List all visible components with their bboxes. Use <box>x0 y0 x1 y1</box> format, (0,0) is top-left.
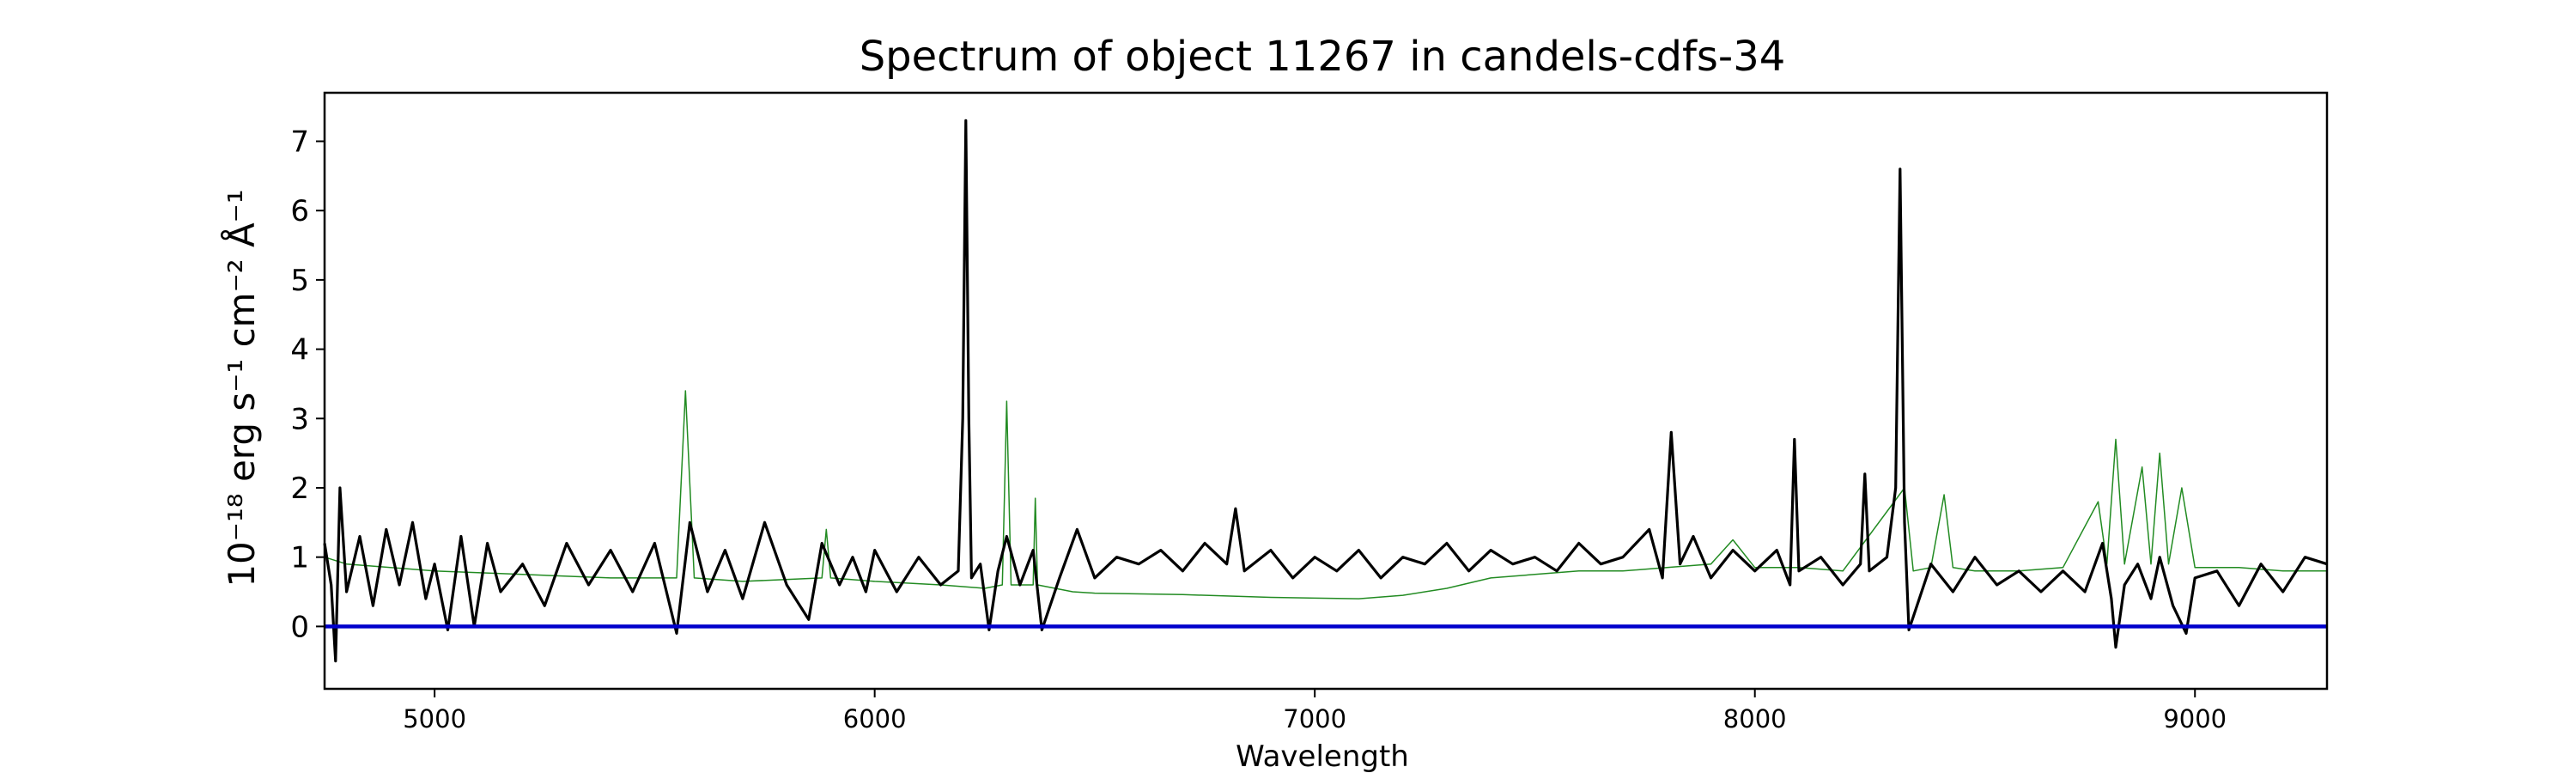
x-tick-label: 5000 <box>403 704 466 733</box>
series-line-flux <box>323 119 2328 663</box>
x-tick-label: 7000 <box>1283 704 1346 733</box>
plot-frame <box>323 91 2329 691</box>
y-axis: 0 1 2 3 4 5 6 7 <box>290 125 325 644</box>
y-tick-label: 2 <box>290 472 309 506</box>
x-tick-label: 6000 <box>843 704 907 733</box>
x-axis: 5000 6000 7000 8000 9000 <box>403 689 2227 733</box>
y-tick-label: 1 <box>290 541 309 575</box>
y-tick-label: 4 <box>290 333 309 368</box>
y-tick-label: 5 <box>290 264 309 298</box>
chart-title: Spectrum of object 11267 in candels-cdfs… <box>860 33 1786 81</box>
y-axis-label: 10⁻¹⁸ erg s⁻¹ cm⁻² Å⁻¹ <box>220 189 263 587</box>
x-tick-label: 8000 <box>1723 704 1787 733</box>
x-tick-label: 9000 <box>2163 704 2227 733</box>
y-tick-label: 0 <box>290 610 309 644</box>
x-axis-label: Wavelength <box>1236 740 1409 773</box>
plot-area <box>323 119 2328 663</box>
series-line-error <box>324 390 2327 600</box>
y-tick-label: 6 <box>290 194 309 228</box>
y-tick-label: 3 <box>290 402 309 436</box>
y-tick-label: 7 <box>290 125 309 159</box>
